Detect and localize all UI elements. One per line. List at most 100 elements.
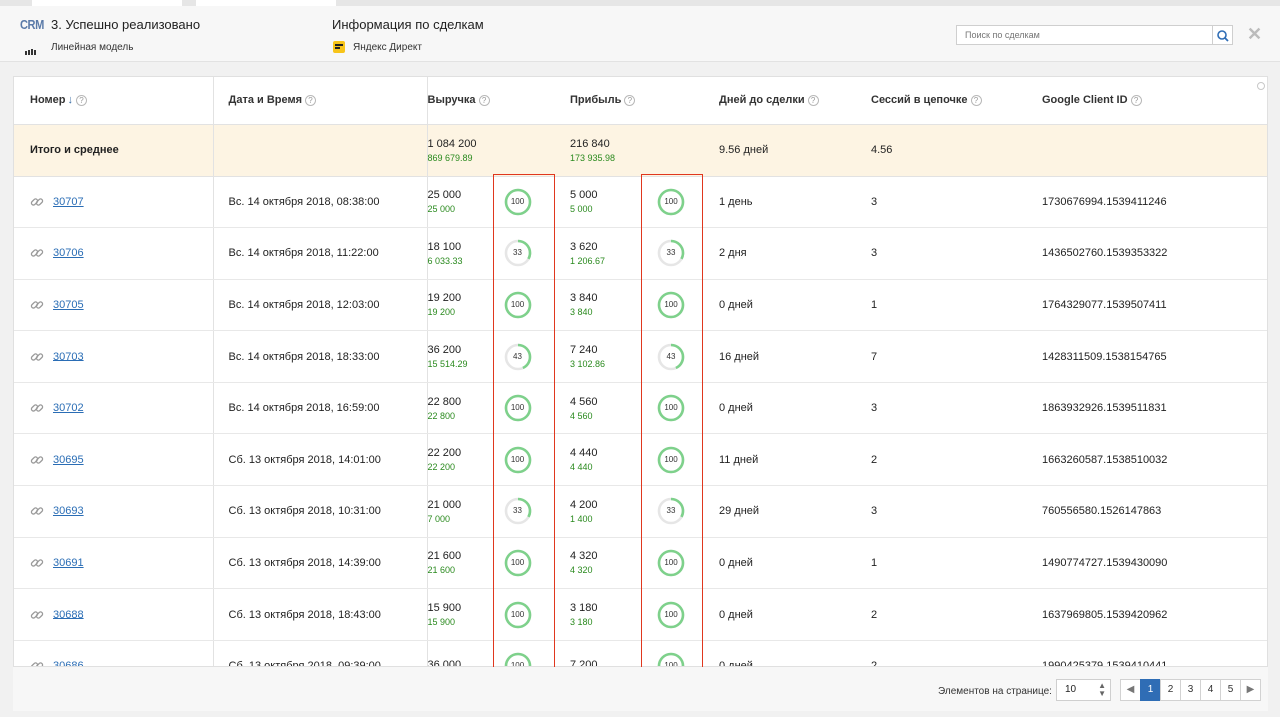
revenue-cell: 18 100 6 033.33 33 xyxy=(427,227,570,280)
table-row: 30691 Сб. 13 октября 2018, 14:39:00 21 600… xyxy=(14,537,1267,590)
table-row: 30686 Сб. 13 октября 2018, 09:39:00 36 000… xyxy=(14,640,1267,667)
profit-share-pct: 100 xyxy=(664,403,678,413)
revenue-share-ring: 100 xyxy=(504,601,532,629)
deals-table: Номер ↓? Дата и Время? Выручка? Прибыль? … xyxy=(14,77,1267,667)
top-strip xyxy=(0,0,1280,6)
revenue-cell: 25 000 25 000 100 xyxy=(427,176,570,229)
share-ring-icon xyxy=(504,291,531,319)
link-icon[interactable] xyxy=(30,401,44,415)
days-to-deal: 0 дней xyxy=(719,640,871,666)
table-row: 30707 Вс. 14 октября 2018, 08:38:00 25 000… xyxy=(14,176,1267,229)
deal-number-link[interactable]: 30703 xyxy=(53,350,84,363)
column-header-sessions[interactable]: Сессий в цепочке? xyxy=(871,77,1042,125)
page-button-2[interactable]: 2 xyxy=(1160,679,1181,701)
deal-number-link[interactable]: 30688 xyxy=(53,608,84,621)
deal-number-link[interactable]: 30702 xyxy=(53,402,84,415)
crm-logo: CRM xyxy=(20,17,44,32)
pager: ◀ 1 2 3 4 5 ▶ xyxy=(1120,679,1261,701)
table-row: 30688 Сб. 13 октября 2018, 18:43:00 15 900… xyxy=(14,588,1267,641)
revenue-share-ring: 100 xyxy=(504,291,532,319)
share-ring-icon xyxy=(657,240,685,267)
table-row: 30702 Вс. 14 октября 2018, 16:59:00 22 800… xyxy=(14,382,1267,435)
page-button-3[interactable]: 3 xyxy=(1180,679,1201,701)
totals-sessions: 4.56 xyxy=(871,124,1042,177)
column-header-profit[interactable]: Прибыль? xyxy=(570,77,719,125)
revenue-cell: 22 200 22 200 100 xyxy=(427,433,570,487)
share-ring-icon xyxy=(657,394,685,422)
header: CRM 3. Успешно реализовано Линейная моде… xyxy=(0,6,1280,62)
link-icon[interactable] xyxy=(30,195,44,209)
stepper-icon: ▲ ▼ xyxy=(1098,681,1106,698)
settings-icon[interactable] xyxy=(1257,82,1265,90)
deal-number-link[interactable]: 30691 xyxy=(53,556,84,569)
column-header-number[interactable]: Номер ↓? xyxy=(14,77,214,125)
prev-page-button[interactable]: ◀ xyxy=(1120,679,1141,701)
profit-share-pct: 100 xyxy=(664,661,678,667)
link-icon[interactable] xyxy=(30,659,44,667)
help-icon[interactable]: ? xyxy=(76,95,87,107)
share-ring-icon xyxy=(504,188,531,216)
revenue-share-pct: 100 xyxy=(510,299,525,309)
profit-share-ring: 100 xyxy=(657,291,685,319)
profit-cell: 5 000 5 000 100 xyxy=(570,176,719,229)
link-icon[interactable] xyxy=(30,298,44,312)
search-button[interactable] xyxy=(1213,25,1233,45)
deal-number-cell: 30707 xyxy=(14,176,214,229)
column-header-gcid[interactable]: Google Client ID? xyxy=(1042,77,1267,125)
link-icon[interactable] xyxy=(30,453,44,467)
profit-share-ring: 100 xyxy=(657,394,685,422)
google-client-id: 1637969805.1539420962 xyxy=(1042,588,1267,641)
page-button-5[interactable]: 5 xyxy=(1220,679,1241,701)
revenue-share-pct: 100 xyxy=(510,557,525,567)
revenue-share-pct: 100 xyxy=(510,609,525,619)
profit-share-pct: 100 xyxy=(664,299,678,309)
column-header-days[interactable]: Дней до сделки? xyxy=(719,77,871,125)
help-icon[interactable]: ? xyxy=(624,95,636,107)
table-row: 30693 Сб. 13 октября 2018, 10:31:00 21 000… xyxy=(14,485,1267,538)
next-page-button[interactable]: ▶ xyxy=(1240,679,1261,701)
link-icon[interactable] xyxy=(30,556,44,570)
deal-number-link[interactable]: 30705 xyxy=(53,298,84,311)
page-button-1[interactable]: 1 xyxy=(1140,679,1161,701)
deal-number-link[interactable]: 30695 xyxy=(53,453,84,466)
help-icon[interactable]: ? xyxy=(807,95,819,107)
profit-share-pct: 43 xyxy=(666,351,676,361)
page-button-4[interactable]: 4 xyxy=(1200,679,1221,701)
deal-number-link[interactable]: 30686 xyxy=(53,660,84,667)
link-icon[interactable] xyxy=(30,608,44,622)
help-icon[interactable]: ? xyxy=(305,95,317,107)
google-client-id: 1490774727.1539430090 xyxy=(1042,537,1267,590)
profit-attributed: 3 840 xyxy=(570,307,593,318)
deal-number-link[interactable]: 30707 xyxy=(53,195,84,208)
deal-number-cell: 30695 xyxy=(14,433,214,487)
deal-number-link[interactable]: 30706 xyxy=(53,247,84,260)
close-icon[interactable]: ✕ xyxy=(1247,24,1263,44)
link-icon[interactable] xyxy=(30,350,44,364)
share-ring-icon xyxy=(504,549,531,577)
help-icon[interactable]: ? xyxy=(1130,95,1142,107)
link-icon[interactable] xyxy=(30,504,44,518)
revenue-share-pct: 43 xyxy=(513,351,522,361)
sessions-count: 3 xyxy=(871,227,1042,280)
column-header-datetime[interactable]: Дата и Время? xyxy=(213,77,428,125)
revenue-share-pct: 100 xyxy=(510,661,525,667)
per-page-select[interactable]: 10 ▲ ▼ xyxy=(1056,679,1111,701)
share-ring-icon xyxy=(657,343,685,370)
revenue-share-pct: 100 xyxy=(510,196,525,206)
revenue-attributed: 7 000 xyxy=(427,513,451,524)
column-header-revenue[interactable]: Выручка? xyxy=(427,77,570,125)
revenue-attributed: 25 000 xyxy=(427,204,456,215)
help-icon[interactable]: ? xyxy=(970,95,982,107)
deals-panel: Номер ↓? Дата и Время? Выручка? Прибыль? … xyxy=(13,76,1268,667)
background-tab xyxy=(32,0,182,6)
search-input[interactable] xyxy=(956,25,1213,45)
link-icon[interactable] xyxy=(30,246,44,260)
deal-datetime: Сб. 13 октября 2018, 10:31:00 xyxy=(213,485,428,538)
share-ring-icon xyxy=(504,498,531,525)
profit-cell: 3 840 3 840 100 xyxy=(570,279,719,332)
deal-number-cell: 30706 xyxy=(14,227,214,280)
revenue-cell: 21 000 7 000 33 xyxy=(427,485,570,538)
days-to-deal: 29 дней xyxy=(719,485,871,538)
help-icon[interactable]: ? xyxy=(478,95,490,107)
deal-number-link[interactable]: 30693 xyxy=(53,505,84,518)
